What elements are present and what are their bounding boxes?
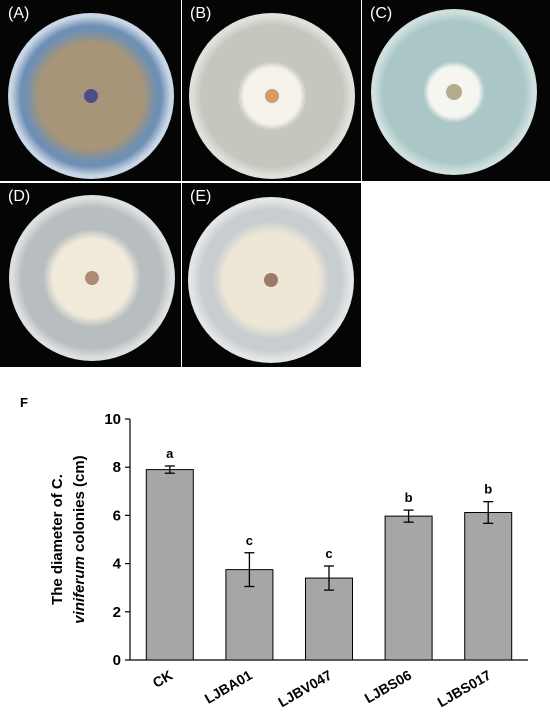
petri-dish-d-image [9, 195, 175, 361]
petri-panel-d: (D) [0, 183, 181, 367]
x-tick-label: LJBS06 [362, 667, 415, 707]
petri-dish-a-image [8, 13, 174, 179]
bar-chart-panel: F 0 2 4 6 8 10 a CK c LJBA01 c LJBV047 b LJBS06 b LJBS0… [0, 385, 550, 721]
y-tick-label: 2 [113, 604, 121, 621]
bar [145, 469, 194, 661]
y-axis-label-line2: viniferum colonies (cm) [71, 455, 88, 623]
bar [384, 515, 433, 661]
significance-letter: b [484, 482, 492, 497]
petri-panel-b: (B) [182, 0, 361, 181]
panel-label-d: (D) [8, 188, 31, 205]
petri-panel-c: (C) [362, 0, 550, 181]
figure-label: F [20, 395, 28, 410]
y-tick-label: 10 [104, 411, 121, 428]
panel-label-b: (B) [190, 5, 212, 22]
panel-label-e: (E) [190, 188, 212, 205]
panel-label-c: (C) [370, 5, 393, 22]
bar [305, 577, 353, 661]
significance-letter: c [246, 533, 253, 548]
petri-dish-c-image [371, 9, 537, 175]
inoculum-plug [84, 89, 98, 103]
petri-panel-e: (E) [182, 183, 361, 367]
bar [464, 512, 513, 661]
inoculum-plug [265, 89, 279, 103]
x-tick-label: LJBV047 [275, 667, 334, 711]
petri-dish-e-image [188, 197, 354, 363]
y-tick-label: 0 [113, 652, 121, 669]
inoculum-plug [85, 271, 99, 285]
y-axis-label-line1: The diameter of C. [49, 474, 66, 605]
inoculum-plug [446, 84, 462, 100]
x-tick-label: LJBS017 [434, 667, 493, 711]
panel-label-a: (A) [8, 5, 30, 22]
x-tick-label: LJBA01 [202, 667, 255, 707]
x-tick-label: CK [150, 667, 176, 691]
significance-letter: c [325, 546, 332, 561]
bar-chart: 0 2 4 6 8 10 a CK c LJBA01 c LJBV047 b LJBS06 b LJBS017… [49, 411, 528, 711]
significance-letter: b [405, 490, 413, 505]
petri-dish-b-image [189, 13, 355, 179]
inoculum-plug [264, 273, 278, 287]
petri-panel-a: (A) [0, 0, 181, 181]
y-tick-label: 8 [113, 459, 121, 476]
significance-letter: a [166, 446, 174, 461]
y-tick-label: 4 [113, 556, 122, 573]
y-tick-label: 6 [113, 507, 121, 524]
